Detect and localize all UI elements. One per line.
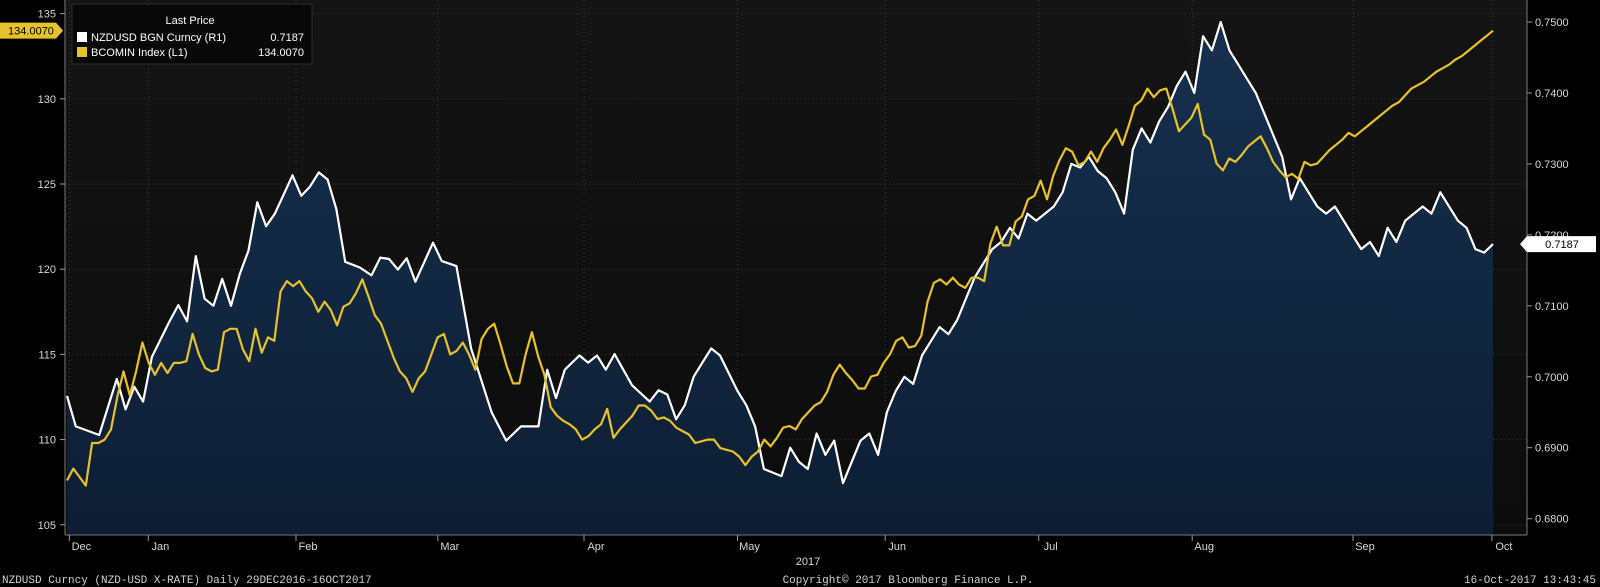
x-tick-label: Mar bbox=[440, 541, 459, 553]
right-tick-label: 0.7100 bbox=[1535, 301, 1569, 313]
x-tick-label: Jun bbox=[888, 541, 906, 553]
right-tick-label: 0.6800 bbox=[1535, 514, 1569, 526]
series-lines bbox=[65, 20, 1494, 487]
x-tick-label: Apr bbox=[587, 541, 604, 553]
x-tick-label: Oct bbox=[1495, 541, 1512, 553]
x-tick-label: Jan bbox=[151, 541, 169, 553]
x-tick-label: Dec bbox=[72, 541, 92, 553]
x-tick-label: Sep bbox=[1355, 541, 1375, 553]
left-tick-label: 120 bbox=[38, 264, 56, 276]
left-tick-label: 115 bbox=[38, 349, 56, 361]
right-tick-label: 0.7500 bbox=[1535, 17, 1569, 29]
x-tick-label: Feb bbox=[299, 541, 318, 553]
right-axis: 0.68000.69000.70000.71000.72000.73000.74… bbox=[1527, 17, 1569, 526]
legend-label-nzdusd: NZDUSD BGN Curncy (R1) bbox=[91, 32, 226, 44]
x-axis-year-label: 2017 bbox=[796, 556, 820, 568]
series-line-bcomin-index bbox=[66, 29, 1494, 487]
left-tick-label: 110 bbox=[38, 435, 56, 447]
footer-center: Copyright© 2017 Bloomberg Finance L.P. bbox=[783, 575, 1034, 587]
right-tick-label: 0.7300 bbox=[1535, 159, 1569, 171]
legend-value-nzdusd: 0.7187 bbox=[270, 32, 304, 44]
footer-left: NZDUSD Curncy (NZD-USD X-RATE) Daily 29D… bbox=[2, 575, 372, 587]
right-tick-label: 0.7000 bbox=[1535, 372, 1569, 384]
right-tick-label: 0.7400 bbox=[1535, 88, 1569, 100]
left-tick-label: 135 bbox=[38, 9, 56, 21]
left-tick-label: 130 bbox=[38, 94, 56, 106]
footer-right: 16-Oct-2017 13:43:45 bbox=[1464, 575, 1596, 587]
legend-swatch-bcomin bbox=[77, 47, 87, 57]
legend-swatch-nzdusd bbox=[77, 32, 87, 42]
left-last-value-flag: 134.0070 bbox=[0, 22, 63, 39]
x-tick-label: May bbox=[739, 541, 760, 553]
x-tick-label: Aug bbox=[1194, 541, 1214, 553]
right-last-value-text: 0.7187 bbox=[1545, 239, 1579, 251]
series-area-nzdusd-bgn-curncy bbox=[67, 22, 1493, 535]
legend-label-bcomin: BCOMIN Index (L1) bbox=[91, 47, 188, 59]
left-tick-label: 125 bbox=[38, 179, 56, 191]
legend-title: Last Price bbox=[166, 15, 215, 27]
right-tick-label: 0.6900 bbox=[1535, 443, 1569, 455]
right-last-value-flag: 0.7187 bbox=[1520, 236, 1596, 253]
x-axis: Dec Jan Feb Mar Apr May Jun Jul Aug Sep Oct bbox=[68, 535, 1512, 553]
x-tick-label: Jul bbox=[1044, 541, 1058, 553]
left-last-value-text: 134.0070 bbox=[8, 26, 54, 38]
legend: Last Price NZDUSD BGN Curncy (R1) 0.7187… bbox=[71, 3, 313, 65]
left-tick-label: 105 bbox=[38, 520, 56, 532]
legend-value-bcomin: 134.0070 bbox=[258, 47, 304, 59]
left-axis: 105 110 115 120 125 130 135 bbox=[38, 9, 65, 532]
series-line-nzdusd-bgn-curncy bbox=[65, 20, 1494, 485]
nzdusd-area bbox=[67, 22, 1493, 535]
